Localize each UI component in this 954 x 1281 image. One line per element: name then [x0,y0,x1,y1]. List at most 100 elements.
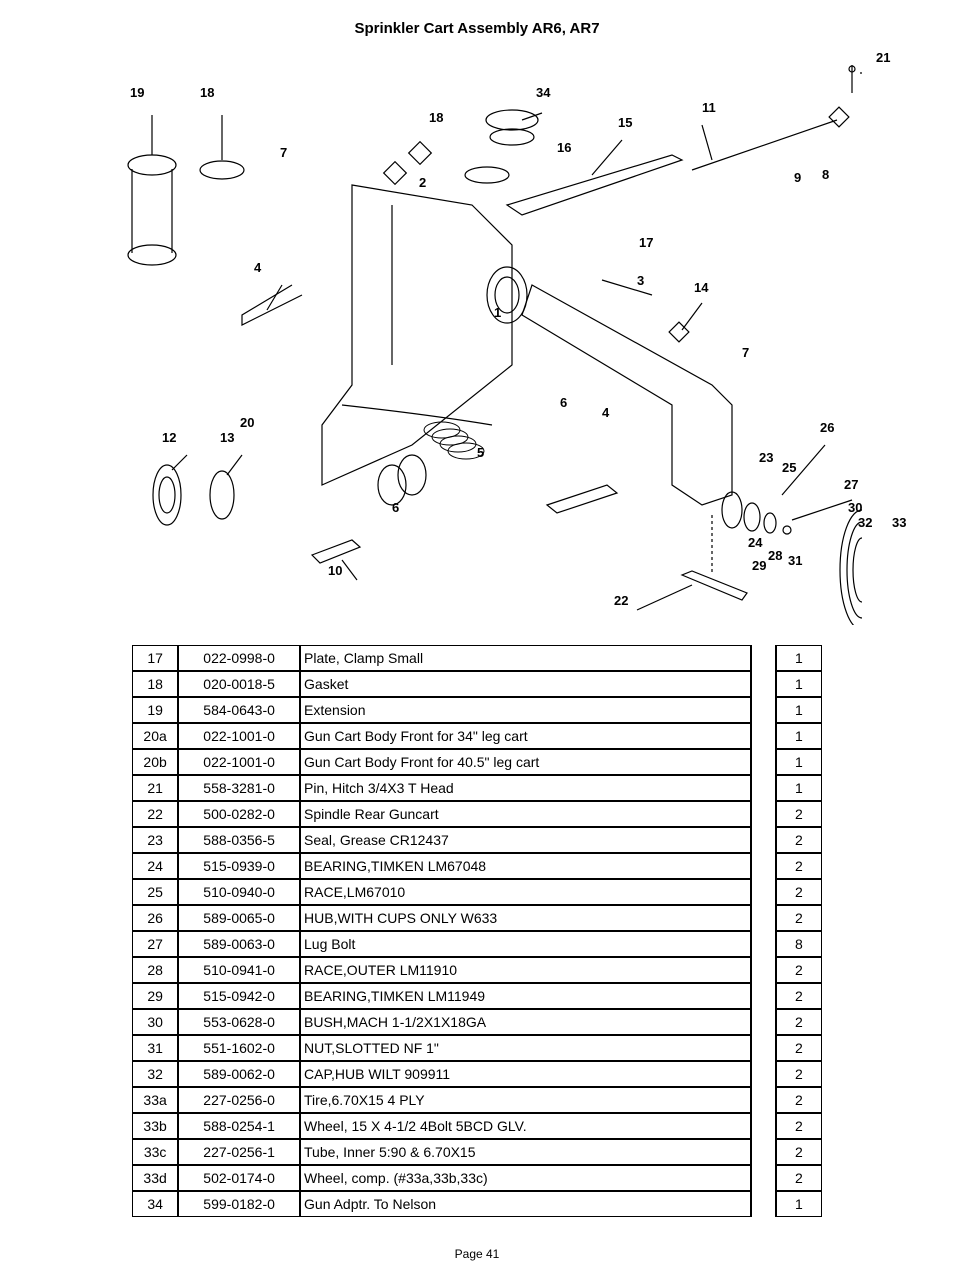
table-row: 33c227-0256-1Tube, Inner 5:90 & 6.70X15 … [132,1139,822,1165]
callout-23: 23 [759,450,773,465]
cell-qty: 1 [776,645,822,671]
table-row: 31551-1602-0NUT,SLOTTED NF 1" 2 [132,1035,822,1061]
cell-qty: 2 [776,853,822,879]
callout-6: 6 [392,500,399,515]
cell-desc: BEARING,TIMKEN LM67048 [300,853,751,879]
cell-part: 500-0282-0 [178,801,300,827]
cell-qty: 2 [776,879,822,905]
cell-gap [751,1165,776,1191]
exploded-diagram: 2119183411181571629817431417642026121352… [62,45,892,635]
cell-desc: Plate, Clamp Small [300,645,751,671]
cell-part: 020-0018-5 [178,671,300,697]
cell-gap [751,645,776,671]
cell-ref: 34 [132,1191,178,1217]
callout-29: 29 [752,558,766,573]
cell-gap [751,827,776,853]
cell-gap [751,1139,776,1165]
table-row: 18020-0018-5Gasket 1 [132,671,822,697]
cell-part: 515-0939-0 [178,853,300,879]
callout-18: 18 [200,85,214,100]
table-row: 20a022-1001-0Gun Cart Body Front for 34"… [132,723,822,749]
callout-3: 3 [637,273,644,288]
callout-31: 31 [788,553,802,568]
cell-ref: 33c [132,1139,178,1165]
cell-gap [751,957,776,983]
cell-qty: 2 [776,983,822,1009]
cell-ref: 23 [132,827,178,853]
cell-gap [751,723,776,749]
cell-part: 589-0065-0 [178,905,300,931]
callout-10: 10 [328,563,342,578]
cell-qty: 2 [776,957,822,983]
table-row: 26589-0065-0HUB,WITH CUPS ONLY W633 2 [132,905,822,931]
callout-5: 5 [477,445,484,460]
table-row: 24515-0939-0BEARING,TIMKEN LM67048 2 [132,853,822,879]
cell-ref: 20a [132,723,178,749]
callout-13: 13 [220,430,234,445]
cell-ref: 19 [132,697,178,723]
cell-desc: CAP,HUB WILT 909911 [300,1061,751,1087]
cell-qty: 1 [776,775,822,801]
cell-part: 584-0643-0 [178,697,300,723]
callout-32: 32 [858,515,872,530]
cell-part: 510-0941-0 [178,957,300,983]
cell-part: 588-0254-1 [178,1113,300,1139]
cell-qty: 1 [776,671,822,697]
cell-gap [751,749,776,775]
cell-ref: 18 [132,671,178,697]
cell-desc: NUT,SLOTTED NF 1" [300,1035,751,1061]
cell-gap [751,853,776,879]
callout-18: 18 [429,110,443,125]
callout-7: 7 [742,345,749,360]
table-row: 27589-0063-0Lug Bolt 8 [132,931,822,957]
cell-ref: 33a [132,1087,178,1113]
callout-4: 4 [254,260,261,275]
page-number: Page 41 [40,1247,914,1261]
cell-desc: Wheel, 15 X 4-1/2 4Bolt 5BCD GLV. [300,1113,751,1139]
cell-ref: 31 [132,1035,178,1061]
cell-desc: Gun Adptr. To Nelson [300,1191,751,1217]
cell-ref: 29 [132,983,178,1009]
callout-30: 30 [848,500,862,515]
cell-desc: Tube, Inner 5:90 & 6.70X15 [300,1139,751,1165]
callout-33: 33 [892,515,906,530]
cell-gap [751,671,776,697]
callout-8: 8 [822,167,829,182]
cell-ref: 24 [132,853,178,879]
cell-ref: 17 [132,645,178,671]
page-title: Sprinkler Cart Assembly AR6, AR7 [40,20,914,37]
cell-desc: BEARING,TIMKEN LM11949 [300,983,751,1009]
table-row: 17022-0998-0Plate, Clamp Small 1 [132,645,822,671]
table-row: 20b022-1001-0Gun Cart Body Front for 40.… [132,749,822,775]
callout-28: 28 [768,548,782,563]
cell-qty: 8 [776,931,822,957]
cell-gap [751,879,776,905]
cell-ref: 27 [132,931,178,957]
cell-ref: 30 [132,1009,178,1035]
cell-gap [751,1087,776,1113]
cell-desc: Extension [300,697,751,723]
cell-qty: 1 [776,749,822,775]
cell-qty: 2 [776,801,822,827]
callout-4: 4 [602,405,609,420]
callout-20: 20 [240,415,254,430]
cell-ref: 21 [132,775,178,801]
cell-part: 558-3281-0 [178,775,300,801]
cell-part: 553-0628-0 [178,1009,300,1035]
cell-ref: 33b [132,1113,178,1139]
cell-gap [751,801,776,827]
table-row: 33a227-0256-0Tire,6.70X15 4 PLY 2 [132,1087,822,1113]
cell-desc: Wheel, comp. (#33a,33b,33c) [300,1165,751,1191]
callout-16: 16 [557,140,571,155]
cell-ref: 20b [132,749,178,775]
cell-desc: Gun Cart Body Front for 34" leg cart [300,723,751,749]
table-row: 23588-0356-5Seal, Grease CR12437 2 [132,827,822,853]
callout-11: 11 [702,100,716,115]
callout-15: 15 [618,115,632,130]
cell-gap [751,1061,776,1087]
cell-desc: Lug Bolt [300,931,751,957]
cell-part: 515-0942-0 [178,983,300,1009]
parts-table: 17022-0998-0Plate, Clamp Small 118020-00… [132,645,822,1217]
cell-desc: Spindle Rear Guncart [300,801,751,827]
cell-part: 022-1001-0 [178,749,300,775]
